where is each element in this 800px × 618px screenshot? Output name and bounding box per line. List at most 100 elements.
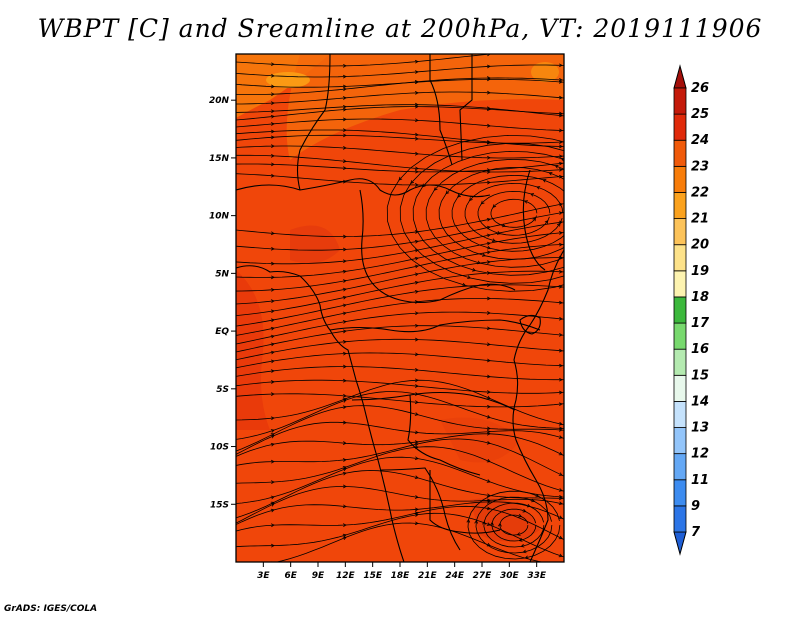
- streamline-arrow: [270, 62, 275, 67]
- lat-tick-label: 5S: [216, 385, 229, 395]
- streamline-arrow: [270, 92, 275, 97]
- streamline-arrow: [414, 456, 419, 461]
- streamline-arrow: [342, 393, 347, 398]
- streamline-arrow: [414, 311, 419, 316]
- streamline-arrow: [414, 495, 419, 499]
- streamline-arrow: [486, 493, 491, 498]
- streamline-arrow: [415, 183, 419, 187]
- streamline-arrow: [445, 190, 450, 195]
- lat-tick-label: 10S: [210, 443, 229, 453]
- colorbar-bottom-triangle: [673, 531, 687, 556]
- streamline-arrow: [342, 533, 347, 538]
- streamline-equatorial: [236, 232, 564, 278]
- streamline-arrow: [270, 326, 275, 331]
- streamline-arrow: [414, 151, 419, 156]
- cool-patch-gulf: [290, 225, 340, 264]
- streamline-arrow: [342, 287, 347, 292]
- lon-tick-label: 27E: [473, 571, 493, 581]
- border-line-6: [329, 319, 541, 333]
- streamline-arrow: [414, 352, 419, 357]
- streamline-arrow: [270, 84, 275, 89]
- streamline-arrow: [342, 259, 347, 264]
- streamline-arrow: [486, 358, 491, 363]
- cool-patch-southeast: [470, 498, 540, 542]
- streamline-arrow: [487, 404, 491, 409]
- streamline-arrow: [270, 299, 275, 304]
- streamline-arrow: [342, 458, 347, 462]
- streamline-equatorial: [236, 270, 564, 317]
- streamline-arrow: [554, 164, 559, 169]
- colorbar-swatch: [673, 453, 687, 481]
- streamline-arrow: [343, 63, 347, 68]
- streamline-arrow: [558, 242, 563, 247]
- streamline-arrow: [559, 63, 563, 68]
- streamline-arrow: [486, 311, 491, 315]
- latitude-axis: 20N 15N 10N 5N EQ 5S 10S 15S: [209, 96, 236, 510]
- streamline-arrow: [414, 412, 419, 416]
- colorbar-label: 11: [691, 473, 709, 488]
- streamline-equatorial: [236, 211, 564, 251]
- streamline-arrow: [270, 442, 275, 447]
- streamline-arrow: [558, 161, 563, 166]
- streamline-arrow: [558, 535, 563, 540]
- streamline-arrow: [486, 90, 491, 95]
- streamline-arrow: [486, 123, 491, 128]
- streamline-arrow: [542, 179, 547, 183]
- streamline-arrow: [486, 64, 491, 69]
- streamline-arrow: [270, 480, 275, 485]
- streamline-arrow: [343, 484, 347, 489]
- streamline-arrow: [582, 229, 585, 232]
- streamline-arrow: [270, 246, 275, 251]
- streamline-arrow: [559, 144, 563, 149]
- streamline-anticyclone: [412, 150, 564, 276]
- streamline-arrow: [414, 70, 419, 74]
- streamline-arrow: [270, 369, 275, 373]
- streamline-arrow: [487, 155, 491, 160]
- streamline-arrow: [342, 107, 347, 112]
- streamline-arrow: [469, 197, 473, 202]
- streamline-arrow: [559, 563, 562, 566]
- streamline-arrow: [457, 193, 462, 198]
- streamline-arrow: [398, 176, 403, 181]
- streamline-north: [236, 64, 564, 78]
- streamline-arrow: [486, 271, 491, 275]
- streamline-arrow: [530, 193, 535, 197]
- coastline-west: [236, 265, 405, 562]
- streamline-arrow: [486, 426, 491, 431]
- streamline-arrow: [558, 231, 563, 235]
- streamline-north: [236, 118, 564, 131]
- streamline-arrow: [558, 435, 563, 439]
- streamline-north: [236, 91, 564, 105]
- colorbar-label: 19: [691, 264, 709, 279]
- lat-tick-label: 20N: [209, 96, 230, 106]
- colorbar-swatch: [673, 401, 687, 428]
- lat-tick-label: EQ: [215, 327, 229, 337]
- streamline-north: [236, 129, 564, 147]
- colorbar-swatch: [673, 479, 687, 507]
- streamline-arrow: [491, 238, 497, 243]
- lon-tick-label: 15E: [363, 571, 383, 581]
- streamline-arrow: [558, 220, 563, 225]
- colorbar-label: 15: [691, 368, 709, 383]
- streamline-arrow: [271, 275, 275, 280]
- streamline-arrow: [410, 180, 415, 185]
- lon-tick-label: 33E: [527, 571, 547, 581]
- border-line-4: [236, 178, 491, 198]
- streamline-north: [236, 106, 564, 121]
- streamline-arrow: [558, 167, 563, 172]
- streamline-equatorial: [236, 366, 564, 381]
- streamline-arrow: [414, 272, 419, 277]
- colorbar-label: 26: [691, 81, 709, 96]
- colorbar-swatch: [673, 113, 687, 141]
- colorbar-label: 18: [691, 290, 709, 305]
- colorbar: 7 9 11 12 13 14 15 16 17 18 19 20 21 22 23 24 25 26: [673, 64, 710, 556]
- streamline-arrow: [486, 500, 491, 504]
- lon-tick-label: 3E: [257, 571, 270, 581]
- streamline-arrow: [415, 104, 419, 109]
- streamline-south: [236, 456, 564, 504]
- streamline-anticyclone: [451, 174, 564, 252]
- country-borders: [236, 54, 564, 562]
- streamline-arrow: [414, 430, 419, 435]
- streamline-arrow: [558, 363, 563, 368]
- streamline-arrow: [414, 368, 419, 372]
